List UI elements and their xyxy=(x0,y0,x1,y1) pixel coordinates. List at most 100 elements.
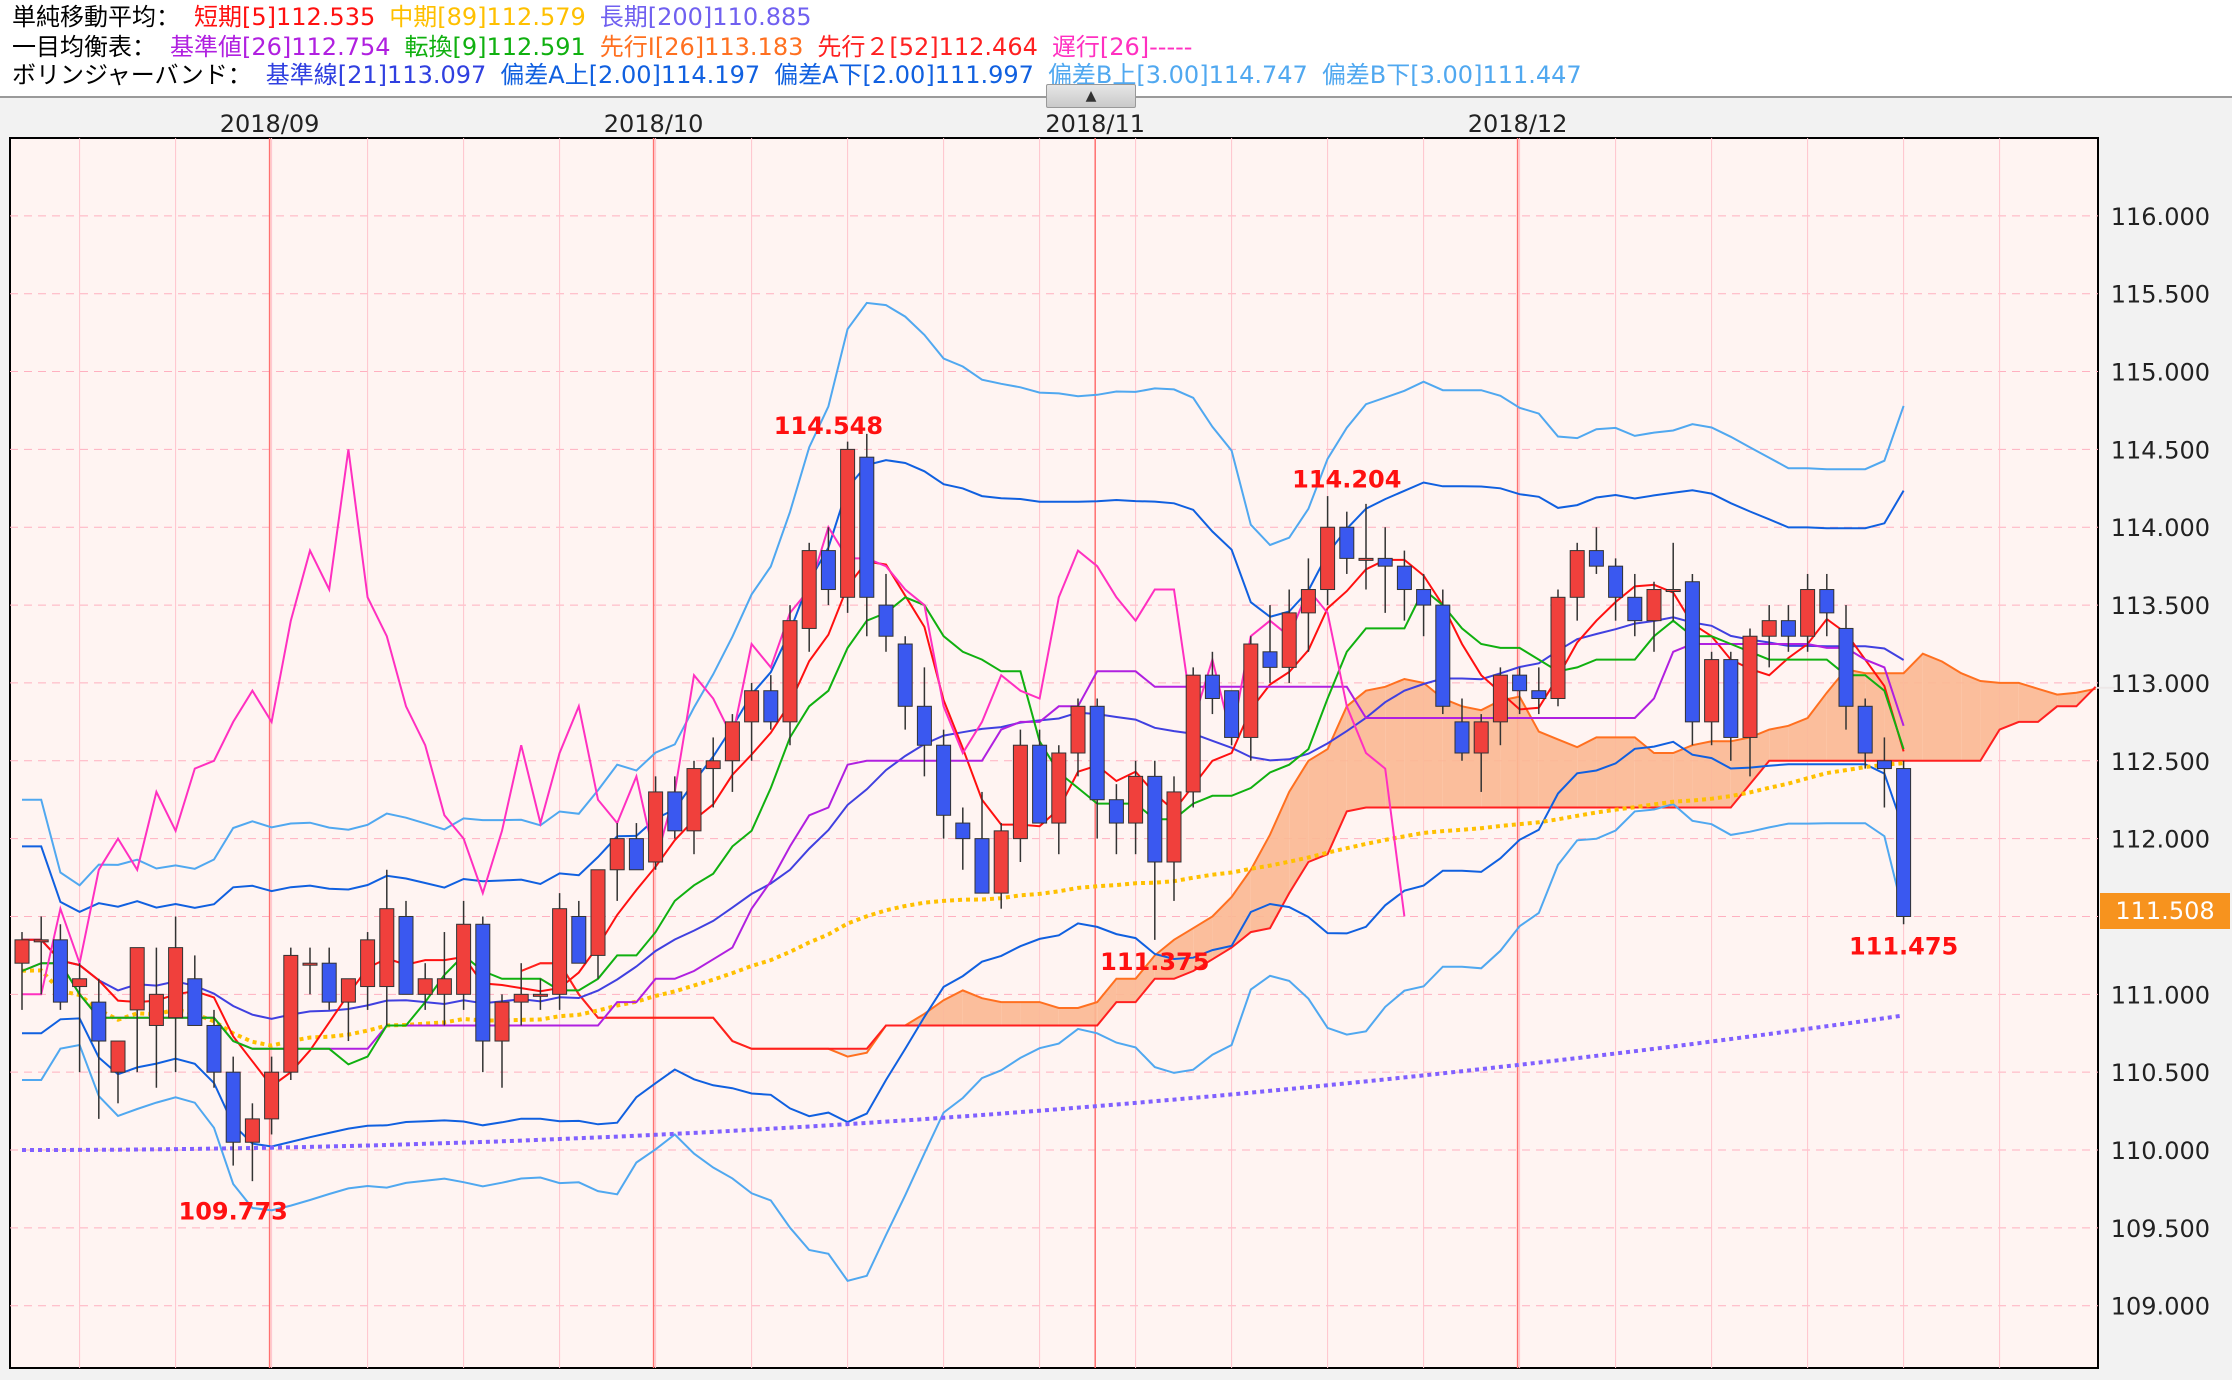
candle-body[interactable] xyxy=(1108,799,1124,824)
candle-body[interactable] xyxy=(1569,550,1585,598)
candle-body[interactable] xyxy=(168,947,184,1019)
candle-body[interactable] xyxy=(590,869,606,956)
candle-body[interactable] xyxy=(302,962,318,966)
candle-body[interactable] xyxy=(1896,768,1912,917)
candle-body[interactable] xyxy=(782,620,798,723)
candle-body[interactable] xyxy=(1185,674,1201,793)
candle-body[interactable] xyxy=(1876,760,1892,770)
candle-body[interactable] xyxy=(360,939,376,988)
candle-body[interactable] xyxy=(648,791,664,863)
collapse-legend-button[interactable]: ▲ xyxy=(1046,84,1136,108)
candle-body[interactable] xyxy=(878,604,894,637)
candle-body[interactable] xyxy=(33,939,49,943)
candle-body[interactable] xyxy=(1128,775,1144,824)
candle-body[interactable] xyxy=(1051,752,1067,824)
candle-body[interactable] xyxy=(993,830,1009,894)
candle-body[interactable] xyxy=(1531,690,1547,700)
candle-body[interactable] xyxy=(244,1118,260,1143)
candle-body[interactable] xyxy=(1838,627,1854,707)
candle-body[interactable] xyxy=(1742,635,1758,738)
candle-body[interactable] xyxy=(475,923,491,1042)
candle-body[interactable] xyxy=(1588,550,1604,567)
candle-body[interactable] xyxy=(264,1071,280,1120)
candle-body[interactable] xyxy=(1416,589,1432,606)
candle-body[interactable] xyxy=(916,705,932,746)
candle-body[interactable] xyxy=(148,993,164,1026)
candle-body[interactable] xyxy=(110,1040,126,1073)
candle-body[interactable] xyxy=(14,939,30,964)
candle-body[interactable] xyxy=(1089,705,1105,801)
candle-body[interactable] xyxy=(494,1001,510,1042)
candle-body[interactable] xyxy=(321,962,337,1003)
candle-body[interactable] xyxy=(1070,705,1086,754)
candle-body[interactable] xyxy=(705,760,721,770)
candle-body[interactable] xyxy=(1492,674,1508,723)
candle-body[interactable] xyxy=(936,744,952,816)
candle-body[interactable] xyxy=(1243,643,1259,738)
candle-body[interactable] xyxy=(763,690,779,723)
candle-body[interactable] xyxy=(571,915,587,964)
candle-body[interactable] xyxy=(1819,589,1835,614)
candle-body[interactable] xyxy=(1358,557,1374,561)
candle-body[interactable] xyxy=(628,838,644,871)
candle-body[interactable] xyxy=(91,1001,107,1042)
candle-body[interactable] xyxy=(187,978,203,1026)
candle-body[interactable] xyxy=(1780,620,1796,637)
candle-body[interactable] xyxy=(1665,589,1681,593)
candle-body[interactable] xyxy=(1684,581,1700,723)
candle-body[interactable] xyxy=(801,550,817,629)
candle-body[interactable] xyxy=(859,456,875,598)
candle-body[interactable] xyxy=(1646,589,1662,622)
candle-body[interactable] xyxy=(456,923,472,995)
candle-body[interactable] xyxy=(1262,651,1278,668)
candle-body[interactable] xyxy=(1396,565,1412,591)
candle-body[interactable] xyxy=(686,768,702,832)
candle-body[interactable] xyxy=(225,1071,241,1143)
candle-body[interactable] xyxy=(1704,659,1720,723)
candle-body[interactable] xyxy=(379,908,395,988)
candle-body[interactable] xyxy=(1512,674,1528,692)
candle-body[interactable] xyxy=(417,978,433,995)
candle-body[interactable] xyxy=(744,690,760,723)
candle-body[interactable] xyxy=(1204,674,1220,700)
candle-body[interactable] xyxy=(1723,659,1739,738)
candle-body[interactable] xyxy=(1550,596,1566,700)
candle-body[interactable] xyxy=(840,448,856,598)
candle-body[interactable] xyxy=(1627,596,1643,622)
candle-body[interactable] xyxy=(1761,620,1777,637)
candle-body[interactable] xyxy=(1857,705,1873,754)
candlestick-chart[interactable]: 116.000 115.500 115.000 114.500 114.000 113.5… xyxy=(0,96,2232,1380)
candle-body[interactable] xyxy=(398,915,414,995)
candle-body[interactable] xyxy=(1320,526,1336,591)
candle-body[interactable] xyxy=(513,993,529,1003)
candle-body[interactable] xyxy=(1473,721,1489,754)
candle-body[interactable] xyxy=(1339,526,1355,559)
candle-body[interactable] xyxy=(1281,612,1297,668)
candle-body[interactable] xyxy=(340,978,356,1003)
candle-body[interactable] xyxy=(1608,565,1624,598)
candle-body[interactable] xyxy=(1800,589,1816,637)
candle-body[interactable] xyxy=(1454,721,1470,754)
candle-body[interactable] xyxy=(667,791,683,832)
candle-body[interactable] xyxy=(552,908,568,995)
candle-body[interactable] xyxy=(609,838,625,871)
candle-body[interactable] xyxy=(955,822,971,840)
candle-body[interactable] xyxy=(283,954,299,1073)
candle-body[interactable] xyxy=(974,838,990,894)
candle-body[interactable] xyxy=(1300,589,1316,614)
candle-body[interactable] xyxy=(52,939,68,1003)
candle-body[interactable] xyxy=(1147,775,1163,863)
candle-body[interactable] xyxy=(1377,557,1393,567)
candle-body[interactable] xyxy=(436,978,452,995)
candle-body[interactable] xyxy=(820,550,836,591)
candle-body[interactable] xyxy=(1166,791,1182,863)
candle-body[interactable] xyxy=(129,947,145,1011)
candle-body[interactable] xyxy=(206,1024,222,1073)
candle-body[interactable] xyxy=(72,978,88,988)
candle-body[interactable] xyxy=(724,721,740,762)
candle-body[interactable] xyxy=(1012,744,1028,840)
candle-body[interactable] xyxy=(1224,690,1240,738)
candle-body[interactable] xyxy=(1032,744,1048,824)
candle-body[interactable] xyxy=(1435,604,1451,707)
candle-body[interactable] xyxy=(897,643,913,707)
